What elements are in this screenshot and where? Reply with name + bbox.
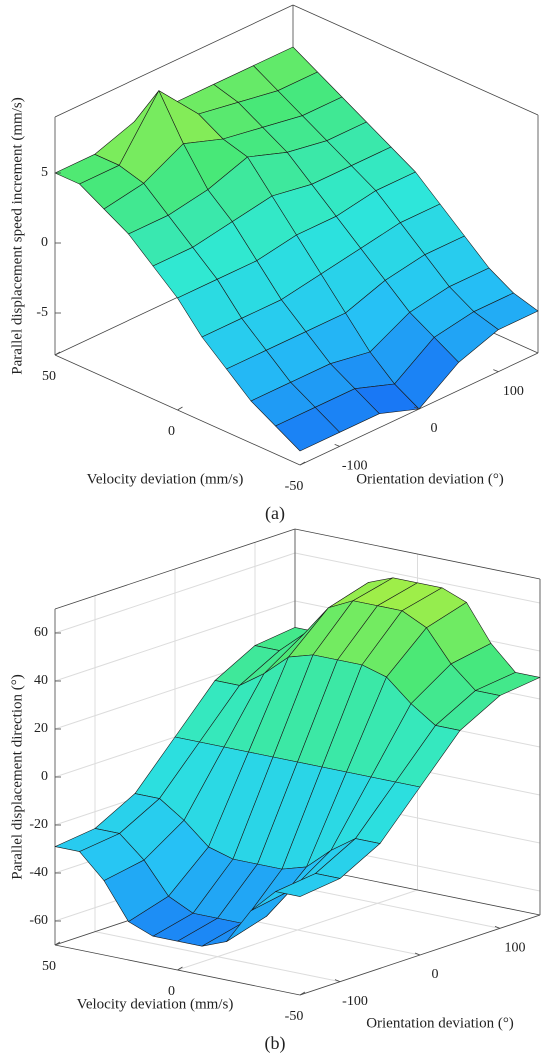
z-axis-label: Parallel displacement direction (°) (9, 674, 25, 880)
y-tick-label: -50 (285, 479, 304, 494)
z-tick-label: 60 (34, 625, 48, 640)
axis-box-edge (294, 528, 541, 580)
x-tick (414, 952, 421, 956)
y-tick-label: -50 (285, 1009, 304, 1024)
y-tick-label: 0 (168, 984, 175, 999)
z-tick-label: -60 (29, 913, 48, 928)
x-axis-label: Orientation deviation (°) (356, 471, 504, 487)
z-tick-label: -20 (29, 817, 48, 832)
x-tick-label: 100 (505, 941, 526, 956)
y-tick-label: 50 (42, 369, 56, 384)
z-tick-label: 5 (41, 165, 48, 180)
x-tick-label: -100 (342, 994, 368, 1009)
x-tick-label: 0 (432, 967, 439, 982)
y-tick (299, 991, 306, 996)
y-tick-label: 50 (42, 959, 56, 974)
x-tick (334, 979, 341, 983)
y-tick-label: 0 (168, 424, 175, 439)
y-axis-label: Velocity deviation (mm/s) (77, 996, 234, 1012)
x-tick (334, 443, 340, 447)
y-tick (54, 351, 61, 356)
z-tick-label: -5 (36, 305, 48, 320)
z-axis-label: Parallel displacement speed increment (m… (9, 97, 25, 374)
y-tick (299, 461, 306, 466)
x-tick (494, 925, 501, 929)
axis-box-edge (292, 4, 539, 116)
surface-cell (275, 407, 340, 452)
x-tick-label: 0 (431, 421, 438, 436)
surface-cell (275, 873, 341, 897)
z-tick-label: -40 (29, 865, 48, 880)
x-tick (493, 369, 499, 373)
caption: (a) (265, 503, 285, 524)
z-tick-label: 40 (34, 673, 48, 688)
z-tick-label: 0 (41, 769, 48, 784)
y-tick (177, 406, 183, 411)
caption: (b) (265, 1033, 286, 1054)
x-tick (413, 406, 420, 410)
z-tick-label: 0 (41, 235, 48, 250)
x-tick-label: 100 (503, 384, 524, 399)
grid-line (177, 889, 418, 971)
y-tick (177, 966, 183, 971)
y-axis-label: Velocity deviation (mm/s) (87, 471, 244, 487)
axis-box-edge (54, 528, 296, 610)
x-axis-label: Orientation deviation (°) (366, 1015, 514, 1031)
axis-box-edge (54, 4, 294, 118)
y-tick (54, 941, 61, 946)
z-tick-label: 20 (34, 721, 48, 736)
x-tick-label: -100 (342, 459, 368, 474)
